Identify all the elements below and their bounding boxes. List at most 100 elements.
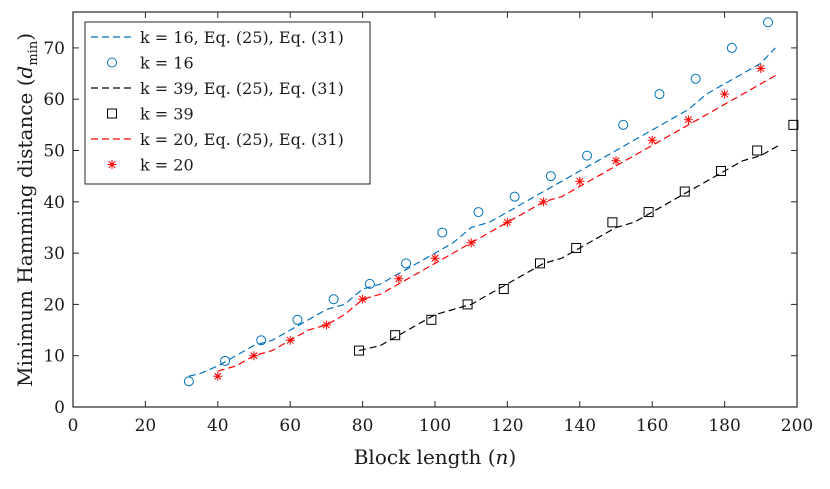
legend-swatch — [107, 160, 117, 169]
data-point-stroke — [540, 198, 548, 206]
legend-label: k = 16 — [140, 54, 194, 73]
data-point — [611, 156, 621, 166]
y-tick-label: 10 — [43, 347, 65, 367]
series-4 — [217, 73, 780, 372]
x-tick-label: 80 — [352, 416, 374, 436]
data-point — [571, 242, 582, 253]
legend-label: k = 16, Eq. (25), Eq. (31) — [140, 28, 344, 47]
data-point-stroke — [467, 239, 475, 247]
y-tick-label: 50 — [43, 142, 65, 162]
y-tick-label: 30 — [43, 244, 65, 264]
data-point — [654, 89, 665, 100]
x-axis-label-var: n — [496, 445, 509, 469]
data-point — [582, 150, 593, 161]
data-point — [285, 335, 295, 345]
legend-label: k = 20 — [140, 156, 194, 175]
data-point-stroke — [576, 177, 584, 185]
legend-label: k = 20, Eq. (25), Eq. (31) — [140, 130, 344, 149]
x-axis-label: Block length (n) — [354, 445, 517, 469]
x-tick-label: 120 — [491, 416, 523, 436]
data-point — [720, 89, 730, 99]
data-point — [401, 258, 412, 269]
data-point — [715, 166, 726, 177]
data-point — [756, 63, 766, 73]
y-tick-label: 70 — [43, 39, 65, 59]
data-point — [607, 217, 618, 228]
data-point — [292, 314, 303, 325]
data-point — [390, 330, 401, 341]
legend-swatch-stroke — [108, 160, 116, 169]
y-axis-label-var: d — [13, 66, 37, 79]
legend-label: k = 39, Eq. (25), Eq. (31) — [140, 79, 344, 98]
x-tick-label: 40 — [207, 416, 229, 436]
data-point — [752, 145, 763, 156]
series-line — [358, 144, 780, 352]
legend-label: k = 39 — [140, 105, 194, 124]
data-point — [618, 119, 629, 130]
data-point — [213, 371, 223, 381]
x-axis-label-main: Block length ( — [354, 445, 496, 469]
x-tick-label: 200 — [781, 416, 813, 436]
data-point — [364, 278, 375, 289]
y-tick-label: 0 — [54, 398, 65, 418]
data-point-stroke — [757, 64, 765, 73]
y-axis-label-end: ) — [13, 33, 37, 41]
data-point — [509, 191, 520, 202]
data-point — [462, 299, 473, 310]
data-point — [575, 176, 585, 186]
data-point — [534, 258, 545, 269]
data-point — [430, 253, 440, 263]
y-axis-label-main: Minimum Hamming distance ( — [13, 78, 37, 387]
y-axis-label: Minimum Hamming distance (dmin) — [13, 33, 41, 387]
data-point — [473, 207, 484, 218]
data-point — [647, 135, 657, 145]
series-5 — [213, 63, 766, 381]
data-point — [328, 294, 339, 305]
series-line — [217, 73, 780, 372]
data-point — [643, 207, 654, 218]
data-point-stroke — [286, 336, 294, 344]
x-tick-label: 0 — [68, 416, 79, 436]
data-point-stroke — [395, 275, 403, 283]
x-tick-label: 160 — [636, 416, 668, 436]
x-tick-label: 180 — [708, 416, 740, 436]
data-point-stroke — [648, 136, 656, 144]
data-point — [183, 376, 194, 387]
data-point — [220, 355, 231, 366]
legend-swatch — [107, 57, 117, 68]
series-line — [188, 47, 776, 377]
data-point — [437, 227, 448, 238]
data-point — [763, 17, 774, 28]
data-point — [683, 115, 693, 125]
data-point — [256, 335, 267, 346]
data-point — [426, 314, 437, 325]
data-point-stroke — [721, 90, 729, 98]
tick-layer: 0 20 40 60 80 100 120 140 160 180 200 0 10 20 30 40 50 60… — [43, 12, 813, 436]
data-point-stroke — [503, 218, 511, 226]
data-point — [679, 186, 690, 197]
data-point-stroke — [684, 116, 692, 124]
data-point-stroke — [322, 321, 330, 329]
data-point-stroke — [359, 295, 367, 303]
data-point-stroke — [431, 254, 439, 262]
data-point — [690, 73, 701, 84]
data-point — [545, 171, 556, 182]
data-point — [726, 42, 737, 53]
data-point — [788, 119, 799, 130]
y-axis-label-sub: min — [26, 40, 41, 65]
series-2 — [358, 144, 780, 352]
x-tick-label: 100 — [419, 416, 451, 436]
data-point — [358, 294, 368, 304]
data-point-stroke — [250, 352, 258, 360]
x-tick-label: 140 — [564, 416, 596, 436]
data-point — [321, 320, 331, 330]
data-point — [498, 284, 509, 295]
series-1 — [183, 17, 774, 387]
legend-swatch — [107, 108, 117, 119]
x-tick-label: 60 — [279, 416, 301, 436]
data-point — [466, 238, 476, 248]
legend: k = 16, Eq. (25), Eq. (31) k = 16 k = 39, … — [84, 21, 371, 185]
data-point — [539, 197, 549, 207]
